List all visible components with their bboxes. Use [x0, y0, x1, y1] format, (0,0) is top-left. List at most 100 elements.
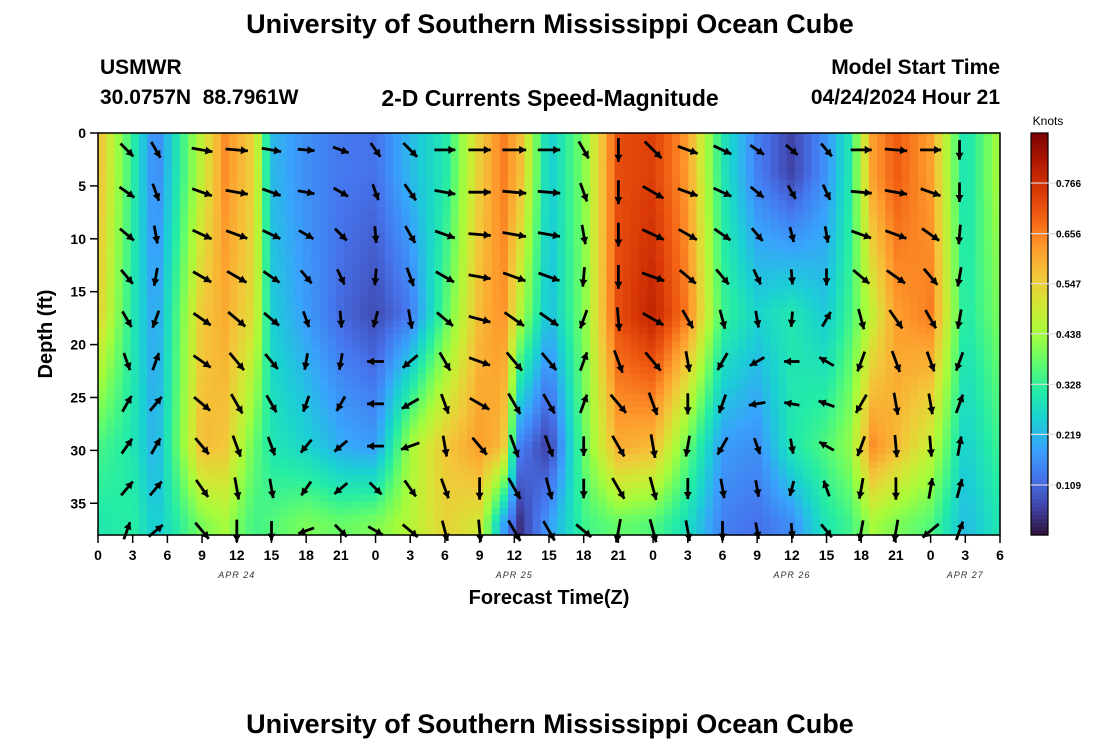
heatmap-cell — [860, 374, 870, 382]
heatmap-cell — [491, 246, 501, 255]
heatmap-cell — [590, 293, 599, 302]
heatmap-cell — [655, 166, 665, 174]
heatmap-cell — [212, 159, 222, 168]
heatmap-cell — [622, 220, 632, 228]
heatmap-cell — [376, 347, 386, 355]
heatmap-cell — [729, 354, 739, 362]
heatmap-cell — [737, 133, 747, 141]
heatmap-cell — [393, 139, 402, 147]
heatmap-cell — [122, 173, 132, 181]
heatmap-cell — [262, 166, 271, 174]
heatmap-cell — [688, 139, 698, 147]
heatmap-cell — [212, 273, 222, 281]
heatmap-cell — [819, 260, 829, 268]
heatmap-cell — [967, 220, 976, 228]
heatmap-cell — [598, 427, 607, 436]
heatmap-cell — [196, 253, 206, 261]
heatmap-cell — [122, 220, 132, 228]
heatmap-cell — [409, 360, 419, 369]
heatmap-cell — [688, 287, 698, 295]
heatmap-cell — [811, 280, 821, 288]
heatmap-cell — [991, 186, 1001, 194]
heatmap-cell — [122, 347, 132, 355]
heatmap-cell — [229, 273, 238, 281]
heatmap-cell — [770, 159, 780, 168]
heatmap-cell — [819, 407, 829, 415]
heatmap-cell — [819, 414, 829, 422]
heatmap-cell — [557, 193, 566, 201]
heatmap-cell — [639, 213, 648, 221]
heatmap-cell — [212, 360, 222, 369]
heatmap-cell — [885, 133, 894, 141]
heatmap-cell — [672, 146, 681, 154]
heatmap-cell — [549, 159, 558, 168]
heatmap-cell — [975, 360, 985, 369]
heatmap-cell — [294, 293, 304, 302]
heatmap-cell — [204, 273, 214, 281]
heatmap-cell — [352, 166, 361, 174]
heatmap-cell — [836, 401, 845, 409]
heatmap-cell — [417, 427, 427, 436]
heatmap-cell — [598, 267, 607, 275]
heatmap-cell — [335, 387, 345, 395]
heatmap-cell — [942, 401, 952, 409]
heatmap-cell — [639, 380, 648, 389]
heatmap-cell — [475, 387, 484, 395]
heatmap-cell — [385, 253, 394, 261]
heatmap-cell — [819, 287, 829, 295]
heatmap-cell — [614, 159, 624, 168]
heatmap-cell — [696, 394, 706, 402]
heatmap-cell — [155, 226, 165, 235]
heatmap-cell — [844, 220, 853, 228]
heatmap-cell — [155, 347, 165, 355]
heatmap-cell — [352, 220, 361, 228]
heatmap-cell — [335, 340, 345, 348]
heatmap-cell — [491, 347, 501, 355]
heatmap-cell — [458, 427, 468, 436]
heatmap-cell — [401, 133, 411, 141]
heatmap-cell — [385, 193, 394, 201]
heatmap-cell — [147, 401, 156, 409]
heatmap-cell — [114, 260, 124, 268]
heatmap-cell — [860, 213, 870, 221]
heatmap-cell — [467, 347, 476, 355]
heatmap-cell — [844, 200, 853, 208]
heatmap-cell — [557, 159, 566, 168]
heatmap-cell — [352, 340, 361, 348]
heatmap-cell — [401, 347, 411, 355]
heatmap-cell — [819, 213, 829, 221]
heatmap-cell — [139, 153, 148, 161]
heatmap-cell — [540, 253, 550, 261]
heatmap-cell — [442, 200, 452, 208]
heatmap-cell — [688, 193, 698, 201]
heatmap-cell — [155, 213, 165, 221]
heatmap-cell — [696, 354, 706, 362]
heatmap-cell — [729, 313, 739, 322]
heatmap-cell — [278, 246, 288, 255]
heatmap-cell — [598, 387, 607, 395]
heatmap-cell — [450, 334, 460, 342]
heatmap-cell — [713, 354, 722, 362]
heatmap-cell — [737, 280, 747, 288]
page-title: University of Southern Mississippi Ocean… — [246, 9, 854, 39]
heatmap-cell — [713, 334, 722, 342]
heatmap-cell — [745, 253, 755, 261]
heatmap-cell — [467, 407, 476, 415]
heatmap-cell — [991, 173, 1001, 181]
heatmap-cell — [516, 307, 525, 315]
heatmap-cell — [688, 159, 698, 168]
heatmap-cell — [639, 240, 648, 248]
heatmap-cell — [795, 354, 804, 362]
heatmap-cell — [327, 287, 337, 295]
heatmap-cell — [393, 434, 402, 442]
heatmap-cell — [524, 206, 534, 214]
heatmap-cell — [590, 260, 599, 268]
heatmap-cell — [975, 173, 985, 181]
heatmap-cell — [778, 280, 788, 288]
heatmap-cell — [475, 293, 484, 302]
heatmap-cell — [909, 206, 919, 214]
heatmap-cell — [762, 327, 771, 335]
heatmap-cell — [163, 300, 173, 308]
heatmap-cell — [713, 179, 722, 188]
heatmap-cell — [426, 360, 435, 369]
